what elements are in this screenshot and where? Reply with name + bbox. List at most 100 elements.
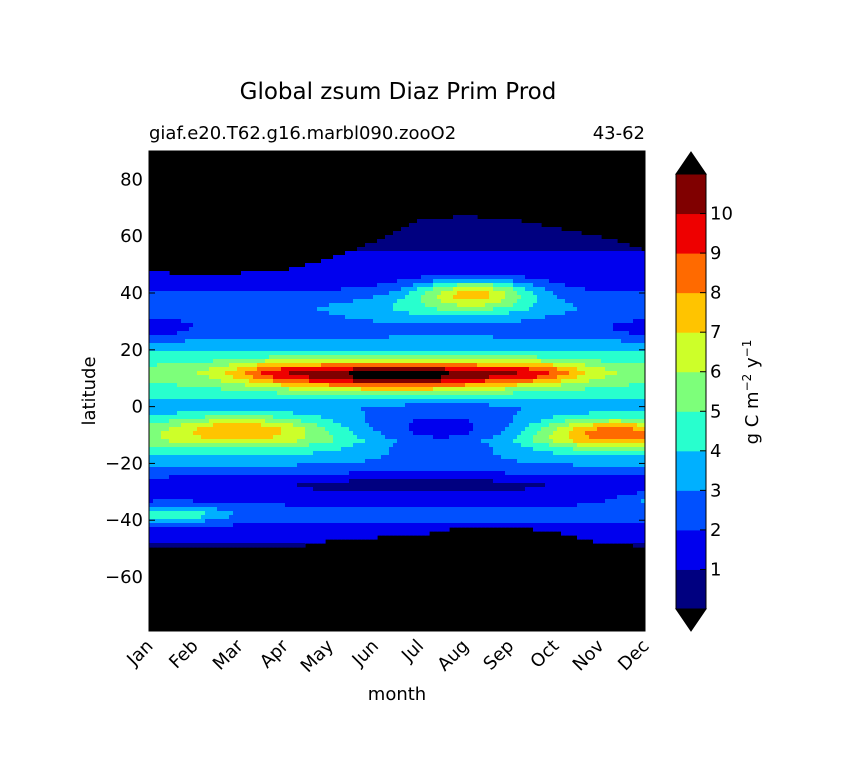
field-cell xyxy=(345,395,350,400)
field-cell xyxy=(169,411,174,416)
field-cell xyxy=(169,387,174,392)
field-cell xyxy=(405,459,410,464)
field-cell xyxy=(173,319,178,324)
field-cell xyxy=(273,359,278,364)
field-cell xyxy=(305,419,310,424)
field-cell xyxy=(153,303,158,308)
field-cell xyxy=(333,323,338,328)
field-cell xyxy=(321,315,326,320)
field-cell xyxy=(173,287,178,292)
field-cell xyxy=(265,415,270,420)
field-cell xyxy=(429,339,434,344)
field-cell xyxy=(389,343,394,348)
field-cell xyxy=(321,535,326,540)
field-cell xyxy=(425,443,430,448)
field-cell xyxy=(401,307,406,312)
field-cell xyxy=(177,483,182,488)
field-cell xyxy=(205,331,210,336)
field-cell xyxy=(165,283,170,288)
field-cell xyxy=(249,311,254,316)
field-cell xyxy=(269,491,274,496)
field-cell xyxy=(313,503,318,508)
field-cell xyxy=(357,355,362,360)
field-cell xyxy=(341,415,346,420)
field-cell xyxy=(217,315,222,320)
field-cell xyxy=(389,391,394,396)
field-cell xyxy=(385,487,390,492)
field-cell xyxy=(193,535,198,540)
field-cell xyxy=(425,471,430,476)
field-cell xyxy=(217,439,222,444)
field-cell xyxy=(153,511,158,516)
field-cell xyxy=(345,303,350,308)
field-cell xyxy=(429,283,434,288)
field-cell xyxy=(393,355,398,360)
field-cell xyxy=(369,271,374,276)
field-cell xyxy=(281,319,286,324)
field-cell xyxy=(425,347,430,352)
field-cell xyxy=(237,535,242,540)
field-cell xyxy=(153,307,158,312)
field-cell xyxy=(417,499,422,504)
field-cell xyxy=(377,251,382,256)
field-cell xyxy=(197,279,202,284)
field-cell xyxy=(325,395,330,400)
field-cell xyxy=(157,507,162,512)
field-cell xyxy=(237,539,242,544)
field-cell xyxy=(301,323,306,328)
field-cell xyxy=(289,299,294,304)
field-cell xyxy=(293,495,298,500)
field-cell xyxy=(381,487,386,492)
field-cell xyxy=(349,447,354,452)
field-cell xyxy=(381,455,386,460)
field-cell xyxy=(269,435,274,440)
field-cell xyxy=(177,391,182,396)
field-cell xyxy=(357,535,362,540)
field-cell xyxy=(241,411,246,416)
field-cell xyxy=(373,251,378,256)
field-cell xyxy=(245,323,250,328)
field-cell xyxy=(261,475,266,480)
field-cell xyxy=(333,347,338,352)
field-cell xyxy=(405,415,410,420)
field-cell xyxy=(233,435,238,440)
field-cell xyxy=(341,371,346,376)
field-cell xyxy=(157,523,162,528)
field-cell xyxy=(301,519,306,524)
field-cell xyxy=(409,407,414,412)
field-cell xyxy=(389,411,394,416)
field-cell xyxy=(381,423,386,428)
field-cell xyxy=(273,479,278,484)
field-cell xyxy=(365,531,370,536)
field-cell xyxy=(173,351,178,356)
field-cell xyxy=(365,315,370,320)
field-cell xyxy=(189,483,194,488)
field-cell xyxy=(349,411,354,416)
field-cell xyxy=(397,495,402,500)
field-cell xyxy=(173,367,178,372)
field-cell xyxy=(169,419,174,424)
field-cell xyxy=(317,279,322,284)
field-cell xyxy=(185,483,190,488)
field-cell xyxy=(337,515,342,520)
field-cell xyxy=(273,383,278,388)
field-cell xyxy=(285,291,290,296)
field-cell xyxy=(225,303,230,308)
field-cell xyxy=(365,275,370,280)
field-cell xyxy=(373,527,378,532)
field-cell xyxy=(153,311,158,316)
field-cell xyxy=(345,271,350,276)
field-cell xyxy=(149,383,154,388)
field-cell xyxy=(409,367,414,372)
field-cell xyxy=(389,319,394,324)
field-cell xyxy=(333,519,338,524)
field-cell xyxy=(365,467,370,472)
field-cell xyxy=(385,387,390,392)
field-cell xyxy=(265,327,270,332)
field-cell xyxy=(225,503,230,508)
field-cell xyxy=(389,479,394,484)
field-cell xyxy=(341,255,346,260)
field-cell xyxy=(209,299,214,304)
field-cell xyxy=(165,359,170,364)
field-cell xyxy=(397,259,402,264)
